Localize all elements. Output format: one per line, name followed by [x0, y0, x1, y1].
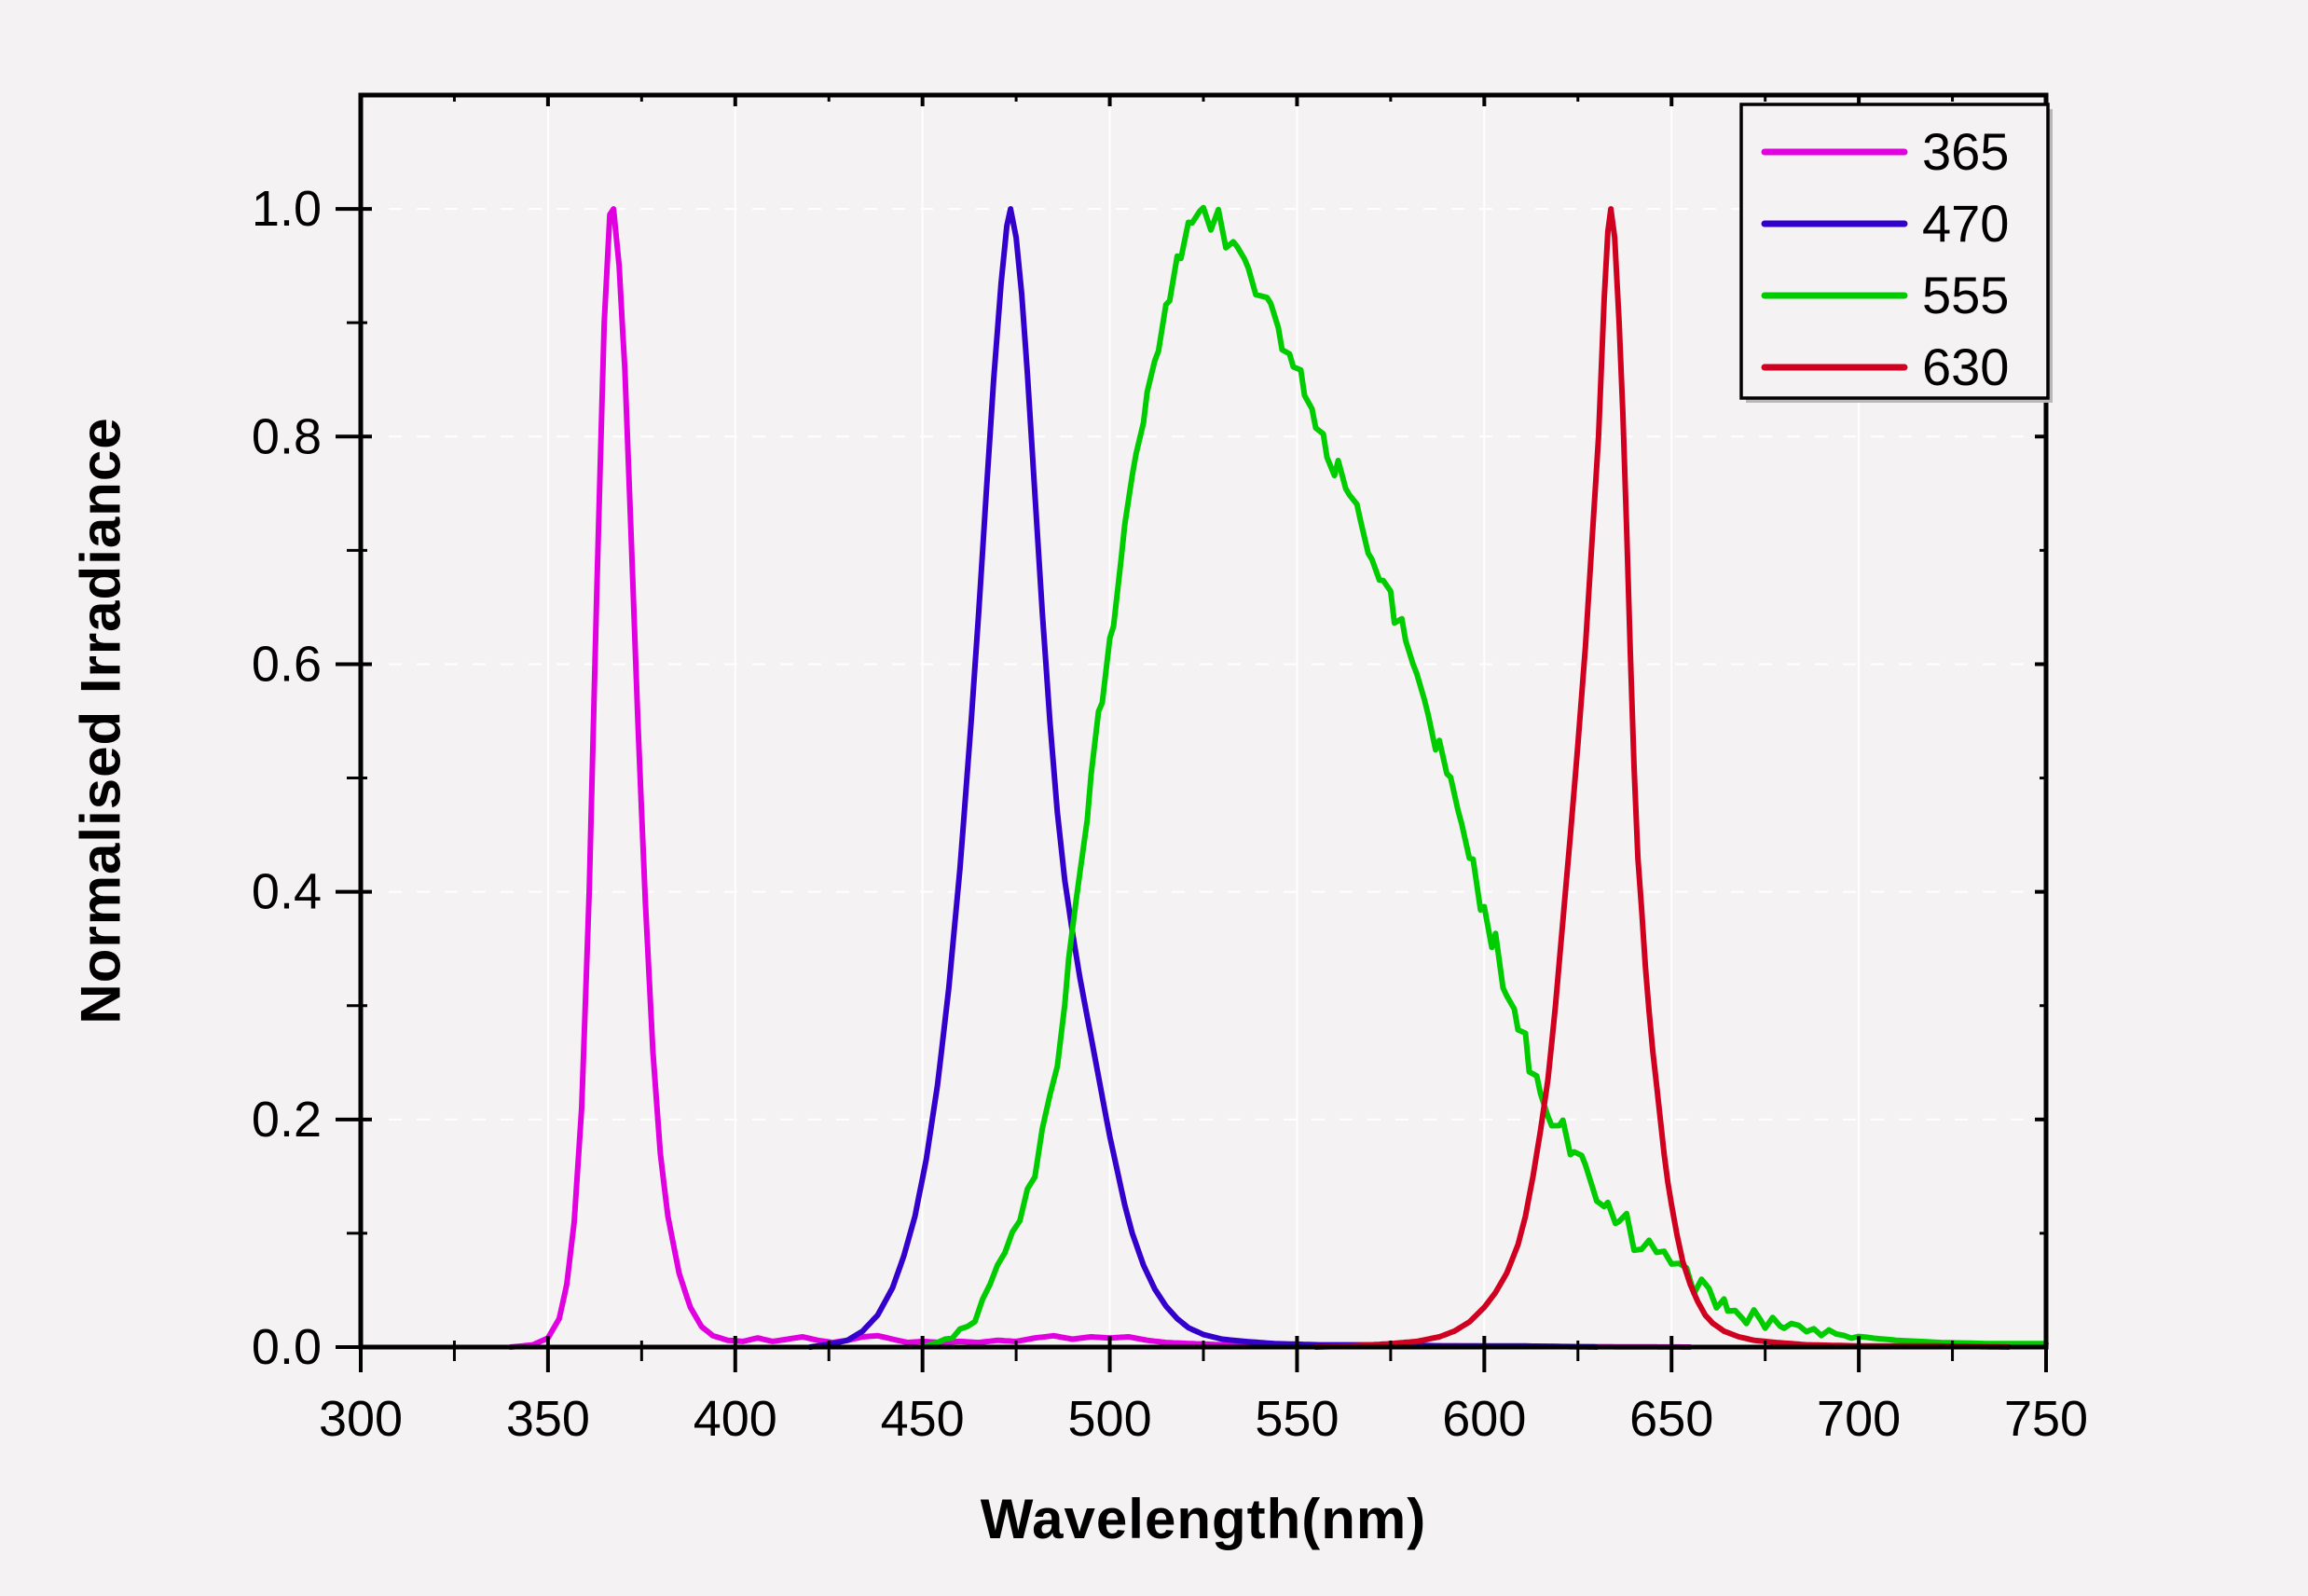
y-tick-label: 0.8	[252, 408, 322, 464]
x-tick-label: 450	[881, 1391, 965, 1447]
y-axis-title: Normalised Irradiance	[69, 417, 132, 1025]
x-tick-label: 700	[1817, 1391, 1901, 1447]
y-tick-label: 1.0	[252, 181, 322, 237]
legend-label-365: 365	[1922, 122, 2009, 181]
y-tick-label: 0.0	[252, 1319, 322, 1375]
y-tick-label: 0.2	[252, 1092, 322, 1148]
x-tick-label: 400	[694, 1391, 777, 1447]
curve-470	[807, 206, 1600, 1350]
x-tick-label: 600	[1442, 1391, 1526, 1447]
x-tick-label: 650	[1629, 1391, 1713, 1447]
legend-label-630: 630	[1922, 337, 2009, 396]
y-tick-label: 0.6	[252, 636, 322, 692]
legend-label-470: 470	[1922, 194, 2009, 253]
x-tick-label: 750	[2004, 1391, 2088, 1447]
x-tick-label: 500	[1068, 1391, 1152, 1447]
legend-label-555: 555	[1922, 266, 2009, 324]
x-tick-label: 550	[1255, 1391, 1339, 1447]
curve-365	[507, 206, 1694, 1350]
y-tick-label: 0.4	[252, 864, 322, 920]
x-axis-title: Wavelength(nm)	[980, 1488, 1427, 1550]
x-tick-label: 300	[319, 1391, 403, 1447]
x-tick-label: 350	[506, 1391, 590, 1447]
curve-555	[919, 204, 2049, 1350]
